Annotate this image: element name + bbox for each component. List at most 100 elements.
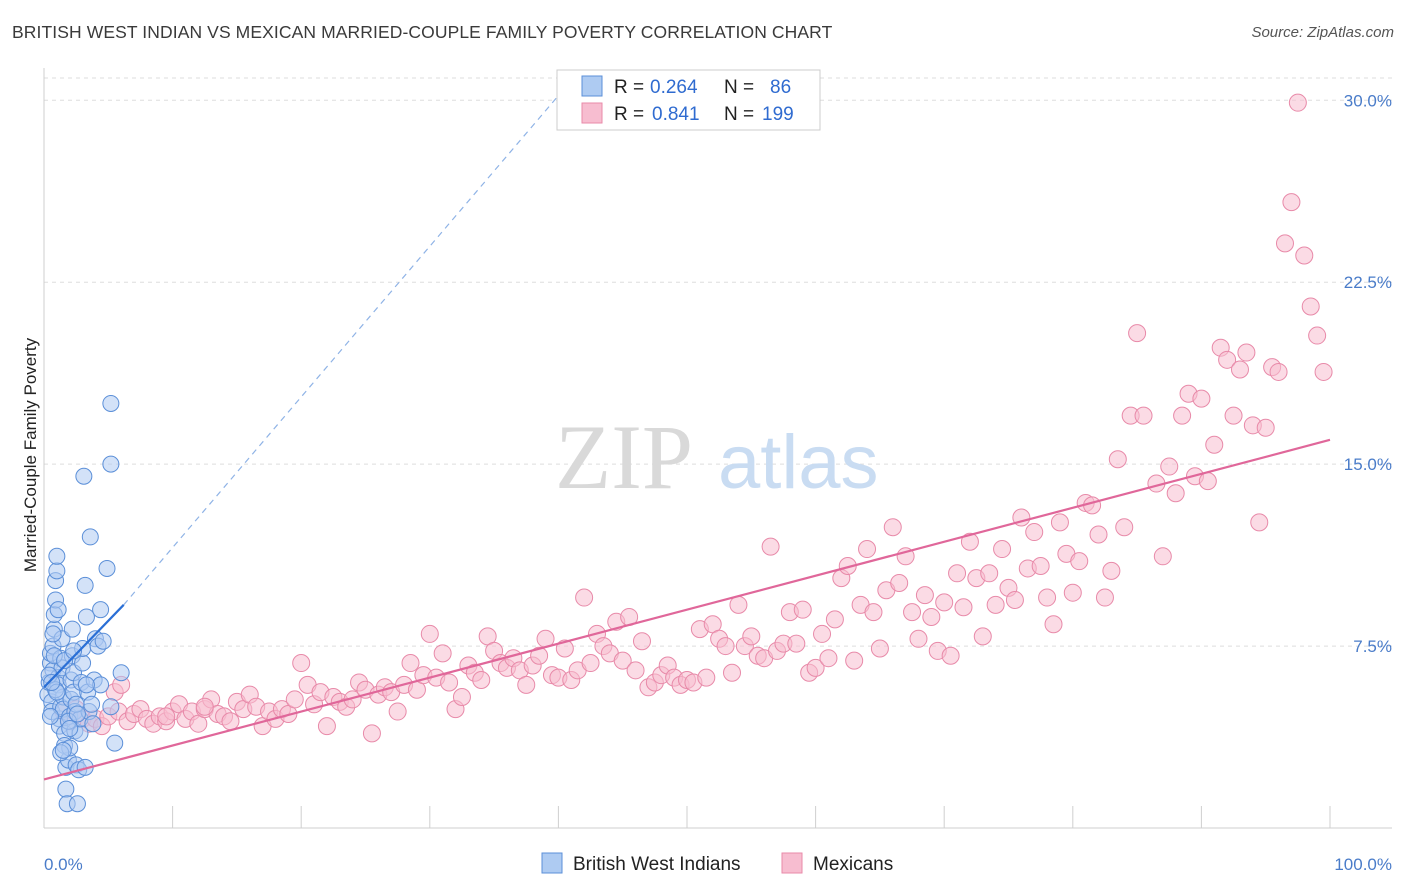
mexicans-point-167 (1128, 324, 1147, 343)
mexicans-point-153 (1038, 588, 1057, 607)
mexicans-point-158 (1070, 552, 1089, 571)
mexicans-point-193 (1301, 297, 1320, 316)
mexicans-point-192 (1295, 246, 1314, 265)
legend-r-value-2: 0.841 (652, 104, 700, 125)
mexicans-point-118 (813, 624, 832, 643)
mexicans-point-176 (1192, 389, 1211, 408)
mexicans-point-168 (1134, 406, 1153, 425)
mexicans-point-146 (993, 540, 1012, 559)
mexicans-point-162 (1095, 588, 1114, 607)
mexicans-point-134 (915, 586, 934, 605)
mexicans-points (54, 93, 1333, 743)
mexicans-point-104 (723, 663, 742, 682)
watermark: ZIP atlas (555, 406, 879, 508)
mexicans-point-65 (472, 671, 491, 690)
bwi-point-81 (54, 741, 72, 759)
bwi-point-80 (61, 720, 79, 738)
bwi-point-64 (102, 394, 120, 412)
bwi-point-53 (81, 528, 99, 546)
mexicans-point-126 (864, 603, 883, 622)
mexicans-point-105 (729, 595, 748, 614)
x-tick-labels: 0.0% 100.0% (44, 855, 1392, 874)
y-axis-label: Married-Couple Family Poverty (21, 337, 40, 572)
mexicans-point-81 (575, 588, 594, 607)
bwi-point-61 (102, 698, 120, 716)
legend-n-value-2: 199 (762, 104, 794, 125)
legend-r-value-1: 0.264 (650, 77, 698, 98)
mexicans-point-180 (1218, 350, 1237, 369)
mexicans-point-170 (1153, 547, 1172, 566)
mexicans-point-100 (697, 668, 716, 687)
mexicans-point-173 (1173, 406, 1192, 425)
x-tick-label-1: 100.0% (1334, 855, 1392, 874)
mexicans-point-129 (883, 518, 902, 537)
bwi-trend-line (43, 604, 125, 689)
chart-title: BRITISH WEST INDIAN VS MEXICAN MARRIED-C… (12, 22, 833, 42)
watermark-zip: ZIP (555, 406, 693, 508)
bwi-point-41 (68, 795, 86, 813)
mexicans-point-141 (960, 532, 979, 551)
bottom-legend-swatch-pink (781, 852, 803, 874)
mexicans-point-37 (292, 654, 311, 673)
bwi-point-59 (94, 632, 112, 650)
mexicans-point-90 (632, 632, 651, 651)
bwi-point-49 (76, 576, 94, 594)
mexicans-point-117 (806, 658, 825, 677)
bwi-point-60 (98, 559, 116, 577)
mexicans-point-185 (1250, 513, 1269, 532)
mexicans-point-120 (825, 610, 844, 629)
mexicans-point-144 (980, 564, 999, 583)
mexicans-point-190 (1282, 193, 1301, 212)
bwi-point-66 (41, 707, 59, 725)
bwi-point-75 (65, 642, 83, 660)
mexicans-point-152 (1031, 557, 1050, 576)
mexicans-point-87 (613, 651, 632, 670)
bwi-point-48 (75, 467, 93, 485)
mexicans-point-157 (1063, 583, 1082, 602)
mexicans-point-143 (973, 627, 992, 646)
watermark-atlas: atlas (718, 420, 879, 505)
mexicans-point-177 (1198, 472, 1217, 491)
mexicans-point-41 (317, 717, 336, 736)
bwi-point-85 (43, 673, 61, 691)
mexicans-point-161 (1089, 525, 1108, 544)
bwi-point-58 (92, 601, 110, 619)
y-tick-label-0: 7.5% (1353, 637, 1392, 656)
mexicans-point-62 (452, 688, 471, 707)
bwi-trend-extension (123, 87, 566, 606)
legend-n-label-2: N = (724, 104, 754, 125)
mexicans-point-52 (388, 702, 407, 721)
legend-swatch-blue (581, 75, 603, 97)
trend-lines (43, 87, 1331, 781)
mexicans-point-189 (1275, 234, 1294, 253)
bwi-point-35 (63, 620, 81, 638)
bwi-point-77 (92, 676, 110, 694)
mexicans-point-26 (221, 712, 240, 731)
mexicans-point-114 (787, 634, 806, 653)
mexicans-point-130 (890, 573, 909, 592)
bwi-point-13 (48, 547, 66, 565)
bwi-point-55 (84, 715, 102, 733)
mexicans-point-155 (1050, 513, 1069, 532)
mexicans-point-89 (626, 661, 645, 680)
mexicans-point-191 (1288, 93, 1307, 112)
y-tick-label-1: 15.0% (1344, 455, 1392, 474)
mexicans-point-36 (285, 690, 304, 709)
mexicans-point-154 (1044, 615, 1063, 634)
mexicans-point-151 (1025, 523, 1044, 542)
bwi-point-62 (106, 734, 124, 752)
legend-n-label-1: N = (724, 77, 754, 98)
mexicans-point-107 (742, 627, 761, 646)
mexicans-point-132 (903, 603, 922, 622)
mexicans-point-115 (793, 600, 812, 619)
mexicans-point-140 (954, 598, 973, 617)
mexicans-point-125 (858, 540, 877, 559)
bwi-point-82 (68, 705, 86, 723)
mexicans-point-171 (1160, 457, 1179, 476)
y-tick-label-2: 22.5% (1344, 273, 1392, 292)
bwi-point-54 (83, 695, 101, 713)
y-tick-labels: 7.5% 15.0% 22.5% 30.0% (1344, 91, 1392, 656)
mexicans-point-135 (922, 607, 941, 626)
mexicans-point-103 (716, 637, 735, 656)
